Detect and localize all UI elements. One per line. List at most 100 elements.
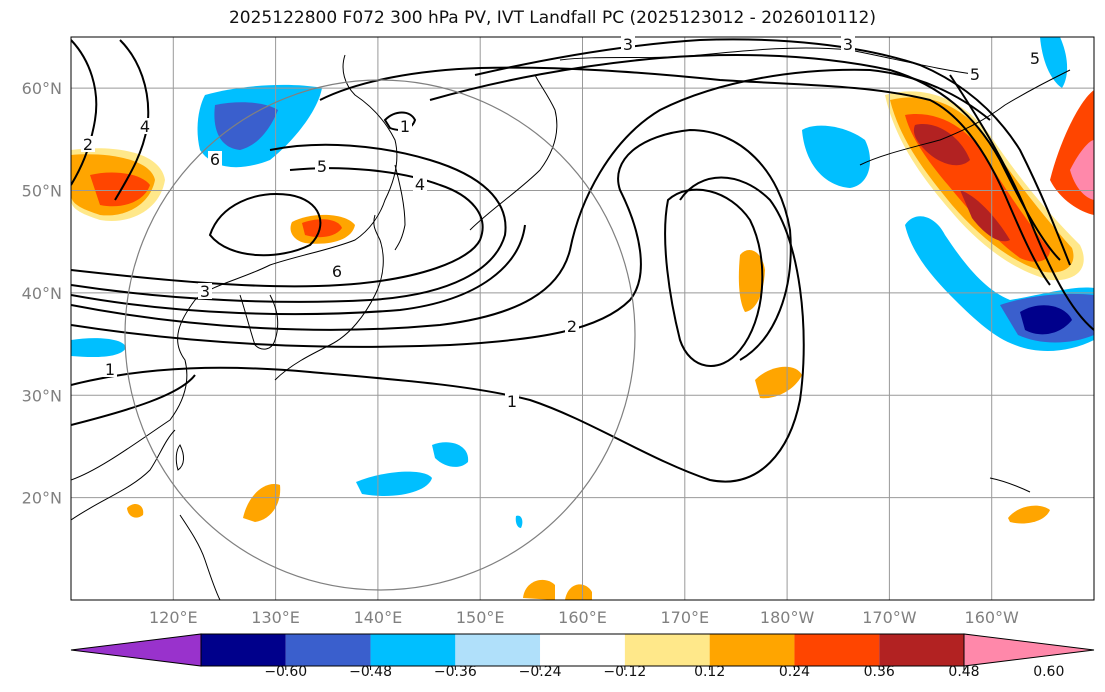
contour-label: 3 bbox=[200, 282, 210, 301]
contour-label-bg bbox=[968, 66, 982, 82]
contour-label: 1 bbox=[507, 392, 517, 411]
contour-label-bg bbox=[565, 318, 579, 334]
colorbar-tick-label: −0.24 bbox=[519, 664, 562, 680]
colorbar-ticks: −0.60 −0.48 −0.36 −0.24 −0.12 0.12 0.24 0.36 0.4… bbox=[264, 664, 1064, 680]
contour-label-bg bbox=[413, 176, 427, 192]
shade-positive bbox=[565, 584, 592, 600]
lat-label: 40°N bbox=[22, 284, 62, 303]
shade-negative bbox=[1040, 37, 1068, 88]
colorbar-tick-label: 0.24 bbox=[779, 664, 810, 680]
contour-label: 4 bbox=[415, 175, 425, 194]
lon-label: 170°W bbox=[862, 608, 917, 627]
shade-positive bbox=[960, 190, 1010, 242]
gridlines bbox=[71, 37, 1094, 600]
contour-6 bbox=[71, 167, 484, 288]
shade-positive bbox=[302, 219, 342, 238]
colorbar-swatch bbox=[540, 634, 625, 666]
radius-circle bbox=[124, 79, 636, 591]
shade-positive bbox=[90, 172, 150, 207]
contour-small-1 bbox=[383, 111, 417, 131]
contour-label-bg bbox=[198, 283, 212, 299]
map-area bbox=[71, 37, 1094, 600]
shade-positive bbox=[1070, 140, 1094, 200]
coastline-asia bbox=[71, 54, 398, 481]
coastline-korea bbox=[239, 294, 279, 350]
contour-1 bbox=[71, 374, 196, 426]
shade-positive bbox=[243, 484, 281, 522]
colorbar-swatch bbox=[879, 634, 964, 666]
coastlines bbox=[71, 47, 1071, 600]
contour-label-bg bbox=[208, 151, 222, 167]
lat-label: 20°N bbox=[22, 489, 62, 508]
lat-label: 60°N bbox=[22, 79, 62, 98]
contour-label-bg bbox=[330, 263, 344, 279]
contour-labels: 1 1 1 2 2 3 3 3 4 4 5 5 5 6 6 bbox=[81, 35, 1042, 411]
shade-negative bbox=[515, 515, 523, 528]
contour-label: 5 bbox=[1030, 49, 1040, 68]
colorbar-tick-label: −0.36 bbox=[434, 664, 477, 680]
colorbar-tick-label: −0.60 bbox=[264, 664, 307, 680]
lon-label: 170°E bbox=[660, 608, 709, 627]
contour-north-4 bbox=[429, 54, 1061, 261]
contour-5 bbox=[71, 143, 507, 303]
contour-north-3 bbox=[474, 38, 1071, 266]
colorbar-extend-high bbox=[963, 633, 1095, 667]
lon-label: 180°W bbox=[760, 608, 815, 627]
contour-label: 3 bbox=[843, 35, 853, 54]
lon-label: 130°E bbox=[251, 608, 300, 627]
coastline-china bbox=[71, 429, 176, 521]
shade-negative bbox=[432, 442, 469, 467]
longitude-labels: 120°E 130°E 140°E 150°E 160°E 170°E 180°W 170°W… bbox=[149, 608, 1019, 627]
contour-label-bg bbox=[138, 118, 152, 134]
coastline-alaska bbox=[859, 69, 1071, 166]
contour-label: 4 bbox=[140, 117, 150, 136]
coastline-philippines bbox=[179, 514, 221, 600]
lon-label: 120°E bbox=[149, 608, 198, 627]
contour-1 bbox=[71, 176, 805, 483]
contour-label-bg bbox=[841, 36, 855, 52]
pv-contours bbox=[71, 38, 1094, 483]
contour-label-bg bbox=[621, 36, 635, 52]
contour-ring-2 bbox=[664, 188, 764, 367]
contour-label: 2 bbox=[83, 135, 93, 154]
shade-positive bbox=[913, 124, 970, 166]
contour-label: 6 bbox=[332, 262, 342, 281]
contour-label-bg bbox=[398, 118, 412, 134]
colorbar bbox=[70, 633, 1095, 667]
coastline-kamchatka bbox=[469, 74, 558, 231]
lat-label: 50°N bbox=[22, 182, 62, 201]
coastline-taiwan bbox=[175, 444, 184, 471]
lon-label: 160°E bbox=[558, 608, 607, 627]
contour-label-bg bbox=[103, 361, 117, 377]
colorbar-tick-label: 0.48 bbox=[948, 664, 979, 680]
lat-label: 30°N bbox=[22, 386, 62, 405]
colorbar-swatch bbox=[285, 634, 371, 666]
contour-label-bg bbox=[505, 393, 519, 409]
contour-label: 1 bbox=[105, 360, 115, 379]
shaded-fields bbox=[71, 37, 1094, 600]
contour-label: 5 bbox=[970, 65, 980, 84]
shade-negative bbox=[71, 338, 126, 358]
lon-label: 160°W bbox=[965, 608, 1020, 627]
contour-low bbox=[208, 193, 322, 257]
contour-label: 2 bbox=[567, 317, 577, 336]
coastline-hawaii bbox=[989, 477, 1031, 493]
colorbar-swatch bbox=[370, 634, 456, 666]
contour-left-1 bbox=[71, 39, 98, 186]
shade-negative bbox=[214, 102, 278, 150]
colorbar-swatch bbox=[794, 634, 880, 666]
coastline-sakhalin bbox=[394, 164, 406, 251]
contour-4 bbox=[71, 224, 526, 316]
contour-label: 6 bbox=[210, 150, 220, 169]
contour-3 bbox=[71, 68, 991, 331]
shade-negative bbox=[1020, 305, 1072, 335]
colorbar-swatch bbox=[624, 634, 710, 666]
chart-title: 2025122800 F072 300 hPa PV, IVT Landfall… bbox=[228, 8, 876, 28]
map-frame bbox=[70, 36, 1095, 601]
shade-negative bbox=[802, 125, 870, 188]
contour-label-bg bbox=[315, 158, 329, 174]
shade-positive bbox=[523, 579, 555, 600]
colorbar-frame bbox=[200, 633, 965, 667]
shade-positive bbox=[1008, 505, 1050, 524]
